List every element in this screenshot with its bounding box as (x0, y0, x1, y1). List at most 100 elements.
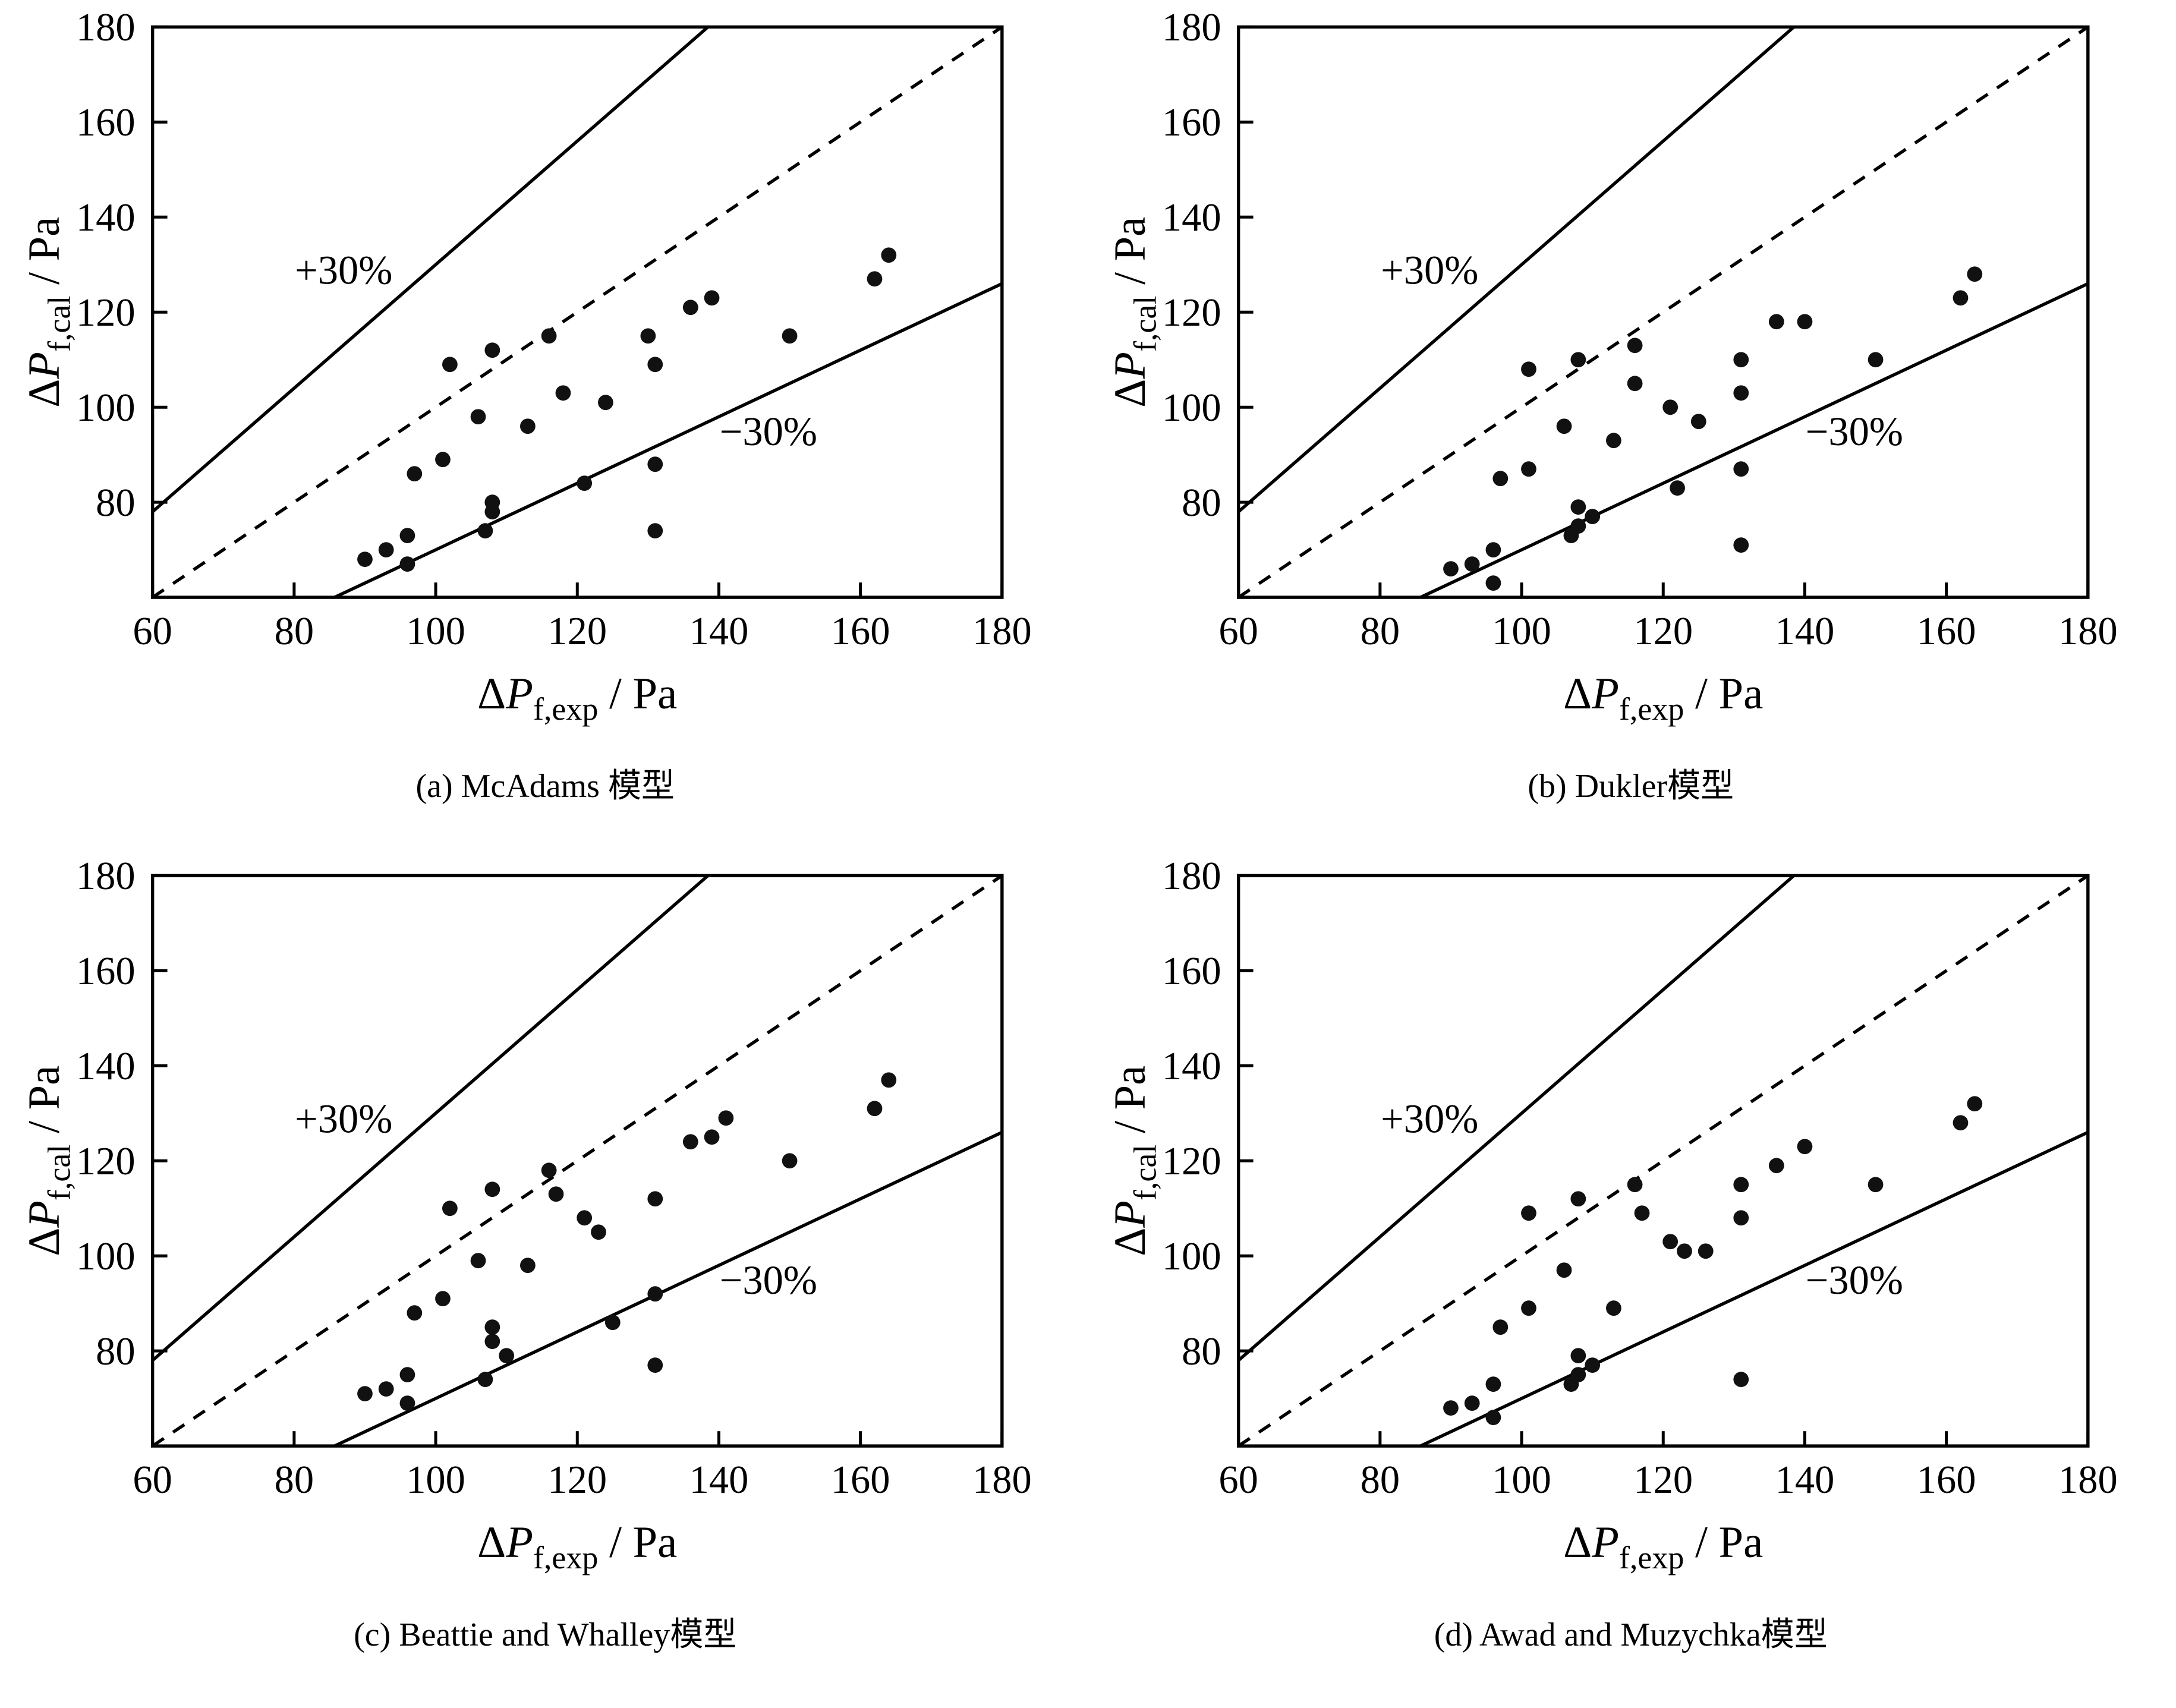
x-tick-label: 120 (547, 610, 607, 653)
identity-line (152, 874, 1003, 1448)
data-point (548, 1186, 564, 1202)
x-tick-label: 60 (133, 610, 172, 653)
identity-line (152, 26, 1003, 599)
data-point (1485, 542, 1501, 558)
scatter-plot-c: +30% −30% 60 80 100 120 140 160 180 80 100 120 140 16… (20, 855, 1032, 1575)
data-point (881, 247, 897, 263)
y-tick-label: 140 (76, 1045, 136, 1088)
data-point (1485, 1376, 1501, 1392)
x-tick-label: 100 (406, 610, 465, 653)
data-point (1605, 1300, 1621, 1316)
data-point (1627, 376, 1642, 392)
data-point (1556, 1262, 1572, 1278)
data-point (1733, 1177, 1749, 1193)
data-point (640, 328, 656, 344)
data-point (477, 1372, 493, 1388)
x-tick-label: 180 (972, 610, 1032, 653)
tolerance-label: −30% (720, 1258, 817, 1303)
data-point (484, 1319, 500, 1335)
x-axis-title: ΔPf,exp / Pa (477, 669, 677, 727)
identity-line (1237, 26, 2089, 599)
data-point (647, 1286, 663, 1302)
data-point (407, 466, 423, 482)
data-point (682, 1134, 698, 1150)
tolerance-label: +30% (1381, 247, 1478, 292)
data-point (1953, 1115, 1968, 1131)
data-point (682, 300, 698, 316)
data-point (1669, 480, 1685, 496)
y-tick-label: 180 (76, 6, 136, 49)
y-tick-label: 80 (1182, 481, 1221, 525)
data-point (541, 1162, 557, 1178)
tolerance-line (1237, 26, 1795, 513)
data-point (399, 528, 415, 544)
data-point (555, 385, 571, 401)
tolerance-line (333, 1130, 1003, 1448)
data-point (1868, 1177, 1883, 1193)
data-point (1662, 1234, 1678, 1250)
x-tick-label: 120 (1633, 1458, 1693, 1502)
data-point (442, 357, 458, 373)
data-point (1570, 352, 1586, 368)
data-point (470, 409, 486, 425)
y-tick-label: 100 (76, 386, 136, 430)
data-point (1443, 1400, 1459, 1416)
data-point (1605, 433, 1621, 449)
data-point (407, 1305, 423, 1321)
tolerance-label: +30% (1381, 1096, 1478, 1141)
data-point (1570, 1191, 1586, 1207)
x-tick-label: 60 (1218, 610, 1258, 653)
data-point (1570, 518, 1586, 534)
scatter-plot-b: +30% −30% 60 80 100 120 140 160 180 80 100 120 140 16… (1105, 6, 2117, 727)
data-point (647, 1357, 663, 1373)
data-point (1797, 1139, 1812, 1155)
data-point (1584, 1357, 1600, 1373)
y-tick-label: 120 (76, 1140, 136, 1183)
identity-line (1237, 874, 2089, 1448)
x-tick-label: 120 (547, 1458, 607, 1502)
chart-caption-a: (a) McAdams 模型 (415, 768, 675, 805)
x-axis-title: ΔPf,exp / Pa (477, 1518, 677, 1575)
data-point (357, 552, 373, 568)
x-tick-label: 80 (1360, 610, 1399, 653)
data-point (1492, 1319, 1508, 1335)
x-tick-label: 80 (275, 1458, 314, 1502)
x-tick-label: 80 (275, 610, 314, 653)
y-tick-label: 100 (76, 1235, 136, 1278)
data-point (704, 1129, 720, 1145)
x-tick-label: 100 (1492, 1458, 1551, 1502)
data-point (1556, 418, 1572, 434)
x-tick-label: 100 (406, 1458, 465, 1502)
data-point (1492, 471, 1508, 487)
tolerance-line (151, 874, 709, 1362)
data-point (399, 1367, 415, 1383)
data-point (1733, 352, 1749, 368)
chart-panel-a: +30% −30% 60 80 100 120 140 160 180 80 100 120 140 16… (14, 5, 1076, 847)
data-point (782, 1153, 798, 1169)
data-point (1953, 290, 1968, 306)
data-point (541, 328, 557, 344)
y-tick-label: 180 (1161, 855, 1221, 898)
x-tick-label: 60 (1218, 1458, 1258, 1502)
y-tick-label: 160 (1161, 101, 1221, 144)
data-point (442, 1200, 458, 1217)
data-point (647, 357, 663, 373)
tolerance-line (1419, 1130, 2089, 1448)
data-point (718, 1110, 734, 1126)
data-point (484, 1334, 500, 1350)
data-point (484, 1181, 500, 1198)
chart-panel-c: +30% −30% 60 80 100 120 140 160 180 80 100 120 140 16… (14, 853, 1076, 1696)
data-point (867, 271, 883, 287)
tolerance-label: +30% (295, 247, 392, 292)
data-point (704, 290, 720, 306)
x-tick-label: 140 (1775, 1458, 1834, 1502)
data-point (1733, 1372, 1749, 1388)
data-point (399, 556, 415, 572)
data-point (647, 1191, 663, 1207)
data-point (867, 1101, 883, 1117)
data-point (520, 1258, 536, 1274)
y-tick-label: 180 (76, 855, 136, 898)
scatter-plot-a: +30% −30% 60 80 100 120 140 160 180 80 100 120 140 16… (20, 6, 1032, 727)
data-point (1584, 509, 1600, 525)
tolerance-line (1237, 874, 1795, 1362)
